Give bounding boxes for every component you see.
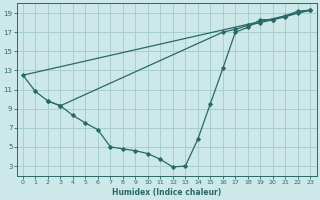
X-axis label: Humidex (Indice chaleur): Humidex (Indice chaleur) — [112, 188, 221, 197]
